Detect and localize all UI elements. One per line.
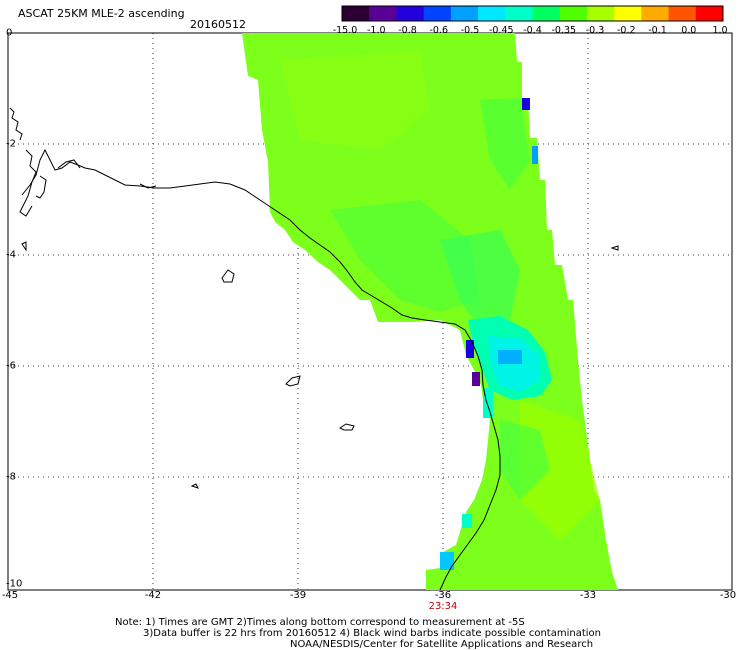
- swath-patch: [532, 146, 538, 164]
- lat-label: -2: [6, 138, 16, 150]
- island: [21, 241, 27, 252]
- swath-patch: [483, 388, 493, 418]
- swath-patch: [522, 98, 530, 110]
- note-line-1: Note: 1) Times are GMT 2)Times along bot…: [115, 617, 525, 628]
- colorbar-tick-label: -0.5: [460, 25, 480, 36]
- colorbar-tick-label: -0.8: [398, 25, 417, 36]
- colorbar-tick-label: -0.45: [488, 25, 514, 36]
- swath-patch: [440, 230, 520, 330]
- colorbar-tick-label: -0.4: [523, 25, 542, 36]
- swath-patch: [480, 98, 530, 190]
- island: [339, 423, 355, 431]
- colorbar-tick-label: -0.1: [648, 25, 667, 36]
- colorbar-segment: [586, 6, 615, 21]
- colorbar-segment: [369, 6, 397, 21]
- note-line-3: NOAA/NESDIS/Center for Satellite Applica…: [290, 639, 594, 650]
- lon-label: -36: [434, 590, 452, 601]
- lat-label: -6: [6, 360, 16, 372]
- colorbar-segment: [559, 6, 588, 21]
- colorbar-segment: [532, 6, 561, 21]
- swath-patch: [330, 200, 480, 312]
- colorbar-segment: [505, 6, 533, 21]
- coastline-detail: [9, 107, 157, 217]
- colorbar: [342, 6, 724, 21]
- lat-label: -8: [6, 471, 16, 483]
- lon-label: -30: [719, 590, 737, 601]
- colorbar-frame: [341, 5, 724, 22]
- colorbar-segment: [342, 6, 370, 21]
- colorbar-segment: [614, 6, 642, 21]
- lon-label: -45: [1, 590, 19, 601]
- island: [190, 483, 199, 489]
- colorbar-tick-label: 0.0: [681, 25, 697, 36]
- ascat-swath: [242, 33, 618, 590]
- swath-patch: [466, 340, 474, 358]
- swath-patch: [462, 514, 472, 528]
- island: [285, 375, 301, 387]
- coastline: [7, 148, 501, 591]
- lon-label: -42: [144, 590, 162, 601]
- swath-patch: [498, 350, 522, 364]
- lat-lon-grid: [8, 33, 732, 590]
- colorbar-segment: [423, 6, 452, 21]
- island: [610, 245, 619, 251]
- colorbar-tick-label: -15.0: [332, 25, 358, 36]
- colorbar-segment: [695, 6, 724, 21]
- colorbar-tick-label: -1.0: [366, 25, 386, 36]
- colorbar-tick-label: -0.2: [616, 25, 636, 36]
- swath-patch: [472, 372, 480, 386]
- colorbar-segment: [450, 6, 479, 21]
- colorbar-segment: [396, 6, 425, 21]
- note-line-2: 3)Data buffer is 22 hrs from 20160512 4)…: [143, 628, 601, 639]
- colorbar-tick-label: 1.0: [712, 25, 728, 36]
- map-date: 20160512: [190, 18, 246, 31]
- lon-label: -39: [289, 590, 307, 601]
- colorbar-tick-label: -0.35: [551, 25, 577, 36]
- island: [221, 269, 235, 283]
- lat-label: -4: [6, 249, 16, 261]
- lat-label: 0: [6, 27, 13, 39]
- pass-time-label: 23:34: [428, 601, 458, 612]
- lat-label: -10: [6, 578, 23, 590]
- colorbar-segment: [641, 6, 670, 21]
- map-title: ASCAT 25KM MLE-2 ascending: [18, 7, 185, 20]
- swath-patch: [280, 50, 430, 150]
- colorbar-tick-label: -0.3: [585, 25, 605, 36]
- colorbar-segment: [668, 6, 697, 21]
- colorbar-tick-label: -0.6: [429, 25, 449, 36]
- colorbar-segment: [478, 6, 506, 21]
- swath-patch: [500, 420, 550, 500]
- swath-patch: [440, 552, 454, 570]
- lon-label: -33: [579, 590, 597, 601]
